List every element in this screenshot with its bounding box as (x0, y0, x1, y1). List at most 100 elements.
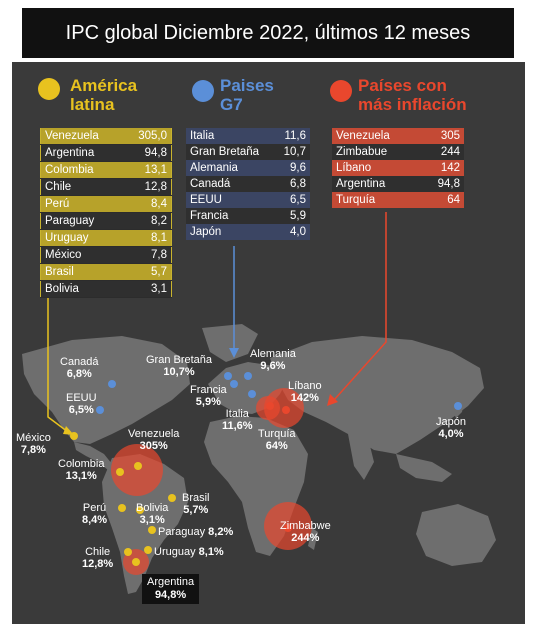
country-cell: Japón (186, 224, 275, 240)
label-italia: Italia 11,6% (222, 408, 253, 432)
label-value: 12,8% (82, 558, 114, 570)
world-map (22, 212, 496, 594)
table-row: Perú 8,4 (40, 195, 173, 213)
label-name: Canadá (60, 356, 99, 368)
usa-dot (96, 406, 104, 414)
value-cell: 11,6 (274, 128, 310, 144)
label-turquia: Turquía 64% (258, 428, 296, 452)
table-row: Venezuela 305 (332, 128, 464, 144)
table-row: Canadá 6,8 (186, 176, 310, 192)
label-name: Alemania (250, 348, 296, 360)
label-value: 142% (290, 392, 319, 404)
bolivia-dot (136, 506, 144, 514)
label-value: 13,1% (65, 470, 97, 482)
value-cell: 8,2 (122, 212, 173, 230)
value-cell: 9,6 (274, 160, 310, 176)
label-zimbabwe: Zimbabwe 244% (280, 520, 331, 544)
table-row: Zimbabue 244 (332, 144, 464, 160)
table-row: Paraguay 8,2 (40, 212, 173, 230)
lebanon-dot (282, 406, 290, 414)
label-value: 305% (139, 440, 168, 452)
country-cell: Argentina (332, 176, 421, 192)
country-cell: Italia (186, 128, 275, 144)
country-cell: Zimbabue (332, 144, 421, 160)
g7-arrowhead (229, 348, 239, 358)
country-cell: México (40, 246, 123, 264)
g7-table: Italia 11,6 Gran Bretaña 10,7 Alemania 9,6 … (186, 128, 310, 240)
country-dots (70, 372, 462, 566)
table-row: México 7,8 (40, 246, 173, 264)
value-cell: 244 (420, 144, 464, 160)
label-value: 94,8% (154, 589, 187, 601)
country-cell: Venezuela (332, 128, 421, 144)
value-cell: 94,8 (420, 176, 464, 192)
uruguay-dot (144, 546, 152, 554)
label-value: 8,4% (82, 514, 108, 526)
label-value: 3,1% (139, 514, 165, 526)
table-row: Venezuela 305,0 (40, 128, 173, 145)
value-cell: 5,7 (122, 263, 173, 281)
latam-heading-line1: América (70, 76, 138, 95)
label-francia: Francia 5,9% (190, 384, 227, 408)
australia-shape (416, 504, 496, 566)
label-name: Uruguay (154, 546, 196, 558)
label-value: 244% (291, 532, 320, 544)
label-value: 11,6% (222, 420, 253, 432)
label-name: Gran Bretaña (146, 354, 213, 366)
paraguay-dot (148, 526, 156, 534)
value-cell: 6,5 (274, 192, 310, 208)
table-row: Líbano 142 (332, 160, 464, 176)
value-cell: 305,0 (122, 128, 173, 145)
table-row: Alemania 9,6 (186, 160, 310, 176)
table-row: Argentina 94,8 (332, 176, 464, 192)
italy-dot (248, 390, 256, 398)
label-peru: Perú 8,4% (82, 502, 107, 526)
label-eeuu: EEUU 6,5% (66, 392, 97, 416)
label-chile: Chile 12,8% (82, 546, 113, 570)
table-row: Brasil 5,7 (40, 263, 173, 281)
label-paraguay: Paraguay 8,2% (158, 526, 233, 538)
colombia-dot (116, 468, 124, 476)
table-row: EEUU 6,5 (186, 192, 310, 208)
label-name: Argentina (147, 576, 195, 588)
label-venezuela: Venezuela 305% (128, 428, 179, 452)
country-cell: Brasil (40, 263, 123, 281)
table-row: Argentina 94,8 (40, 144, 173, 162)
country-cell: Alemania (186, 160, 275, 176)
label-name: México (16, 432, 51, 444)
venezuela-dot (134, 462, 142, 470)
value-cell: 13,1 (122, 161, 173, 179)
germany-dot (244, 372, 252, 380)
value-cell: 4,0 (274, 224, 310, 240)
latam-arrow (47, 296, 69, 433)
label-name: Bolivia (136, 502, 169, 514)
value-cell: 10,7 (274, 144, 310, 160)
zimbabwe-dot (284, 524, 292, 532)
inflation-table: Venezuela 305 Zimbabue 244 Líbano 142 Argen… (332, 128, 464, 208)
label-colombia: Colombia 13,1% (58, 458, 104, 482)
label-japon: Japón 4,0% (436, 416, 466, 440)
value-cell: 12,8 (122, 178, 173, 196)
label-name: Italia (225, 408, 249, 420)
inflation-heading-line2: más inflación (358, 95, 467, 114)
value-cell: 6,8 (274, 176, 310, 192)
table-row: Japón 4,0 (186, 224, 310, 240)
infographic-panel: América latina Paises G7 Países con más … (12, 62, 525, 624)
label-name: Francia (190, 384, 227, 396)
value-cell: 305 (420, 128, 464, 144)
label-name: Paraguay (158, 526, 206, 538)
label-libano: Líbano 142% (288, 380, 322, 404)
label-name: Chile (85, 546, 111, 558)
label-name: Zimbabwe (280, 520, 331, 532)
label-alemania: Alemania 9,6% (250, 348, 296, 372)
label-value: 5,9% (195, 396, 221, 408)
title-bar: IPC global Diciembre 2022, últimos 12 me… (22, 8, 514, 58)
greenland-shape (202, 324, 258, 362)
argentina-dot (132, 558, 140, 566)
japan-dot (454, 402, 462, 410)
label-uruguay: Uruguay 8,1% (154, 546, 224, 558)
latam-heading-line2: latina (70, 95, 115, 114)
label-value: 5,7% (183, 504, 209, 516)
uk-dot (224, 372, 232, 380)
peru-dot (118, 504, 126, 512)
